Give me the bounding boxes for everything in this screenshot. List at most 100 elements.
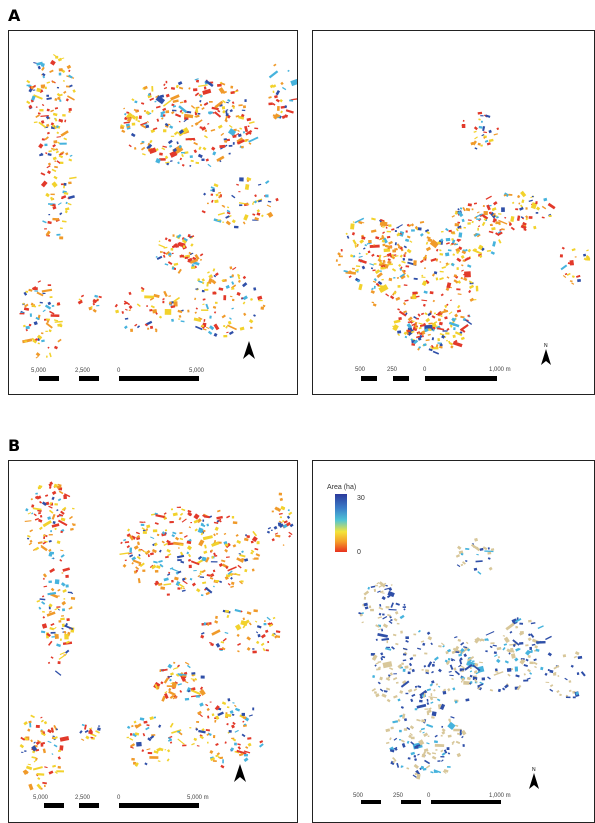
map-patch [195, 588, 201, 593]
map-patch [125, 308, 128, 311]
map-patch [42, 75, 46, 79]
map-patch [155, 148, 159, 152]
north-arrow-icon [243, 341, 255, 359]
map-patch [397, 663, 403, 669]
map-patch [388, 240, 393, 245]
map-patch [456, 250, 460, 255]
map-patch [162, 251, 167, 255]
map-patch [152, 308, 158, 314]
map-patch [451, 740, 455, 744]
map-patch [481, 134, 485, 137]
map-patch [225, 565, 229, 570]
map-patch [144, 295, 155, 299]
map-patch [55, 148, 59, 151]
map-patch [236, 539, 242, 544]
map-patch [194, 677, 198, 681]
map-patch [154, 328, 158, 331]
map-patch [482, 205, 485, 208]
map-patch [165, 93, 170, 98]
map-patch [63, 598, 66, 600]
map-patch [423, 748, 429, 753]
map-patch [195, 695, 200, 698]
map-patch [47, 284, 52, 286]
map-patch [388, 277, 393, 282]
map-patch [405, 238, 410, 242]
map-patch [494, 670, 499, 673]
map-patch [49, 481, 54, 486]
map-patch [172, 512, 178, 517]
map-patch [405, 230, 408, 233]
map-patch [465, 560, 468, 563]
map-patch [176, 554, 185, 559]
map-patch [223, 325, 226, 328]
map-patch [458, 232, 463, 238]
map-patch [41, 103, 45, 107]
map-patch [510, 226, 515, 231]
map-patch [27, 728, 31, 732]
map-patch [214, 580, 219, 583]
map-patch [245, 746, 249, 749]
map-patch [190, 689, 201, 696]
map-patch [147, 737, 152, 742]
map-patch [62, 608, 66, 612]
map-patch [278, 512, 283, 515]
map-patch [254, 194, 257, 198]
map-patch [190, 560, 200, 566]
map-patch [179, 512, 184, 516]
map-patch [143, 85, 148, 90]
map-patch [398, 263, 402, 267]
map-patch [474, 233, 478, 237]
map-patch [23, 721, 28, 726]
map-patch [174, 666, 179, 670]
map-patch [132, 732, 138, 738]
map-patch [231, 274, 235, 278]
map-patch [232, 298, 235, 302]
map-patch [225, 215, 230, 219]
map-patch [120, 124, 125, 128]
map-patch [164, 122, 169, 127]
map-patch [566, 272, 571, 276]
map-patch [179, 543, 184, 546]
map-patch [178, 314, 182, 318]
map-patch [370, 290, 375, 294]
map-patch [159, 563, 164, 568]
map-patch [34, 290, 39, 292]
map-patch [215, 754, 219, 758]
map-patch [395, 602, 400, 606]
map-patch [370, 267, 374, 270]
map-patch [65, 85, 71, 88]
map-patch [378, 612, 382, 616]
map-patch [418, 322, 423, 325]
map-patch [488, 211, 492, 215]
map-patch [378, 606, 384, 611]
map-patch [448, 321, 460, 328]
map-patch [266, 616, 271, 621]
map-patch [438, 645, 442, 648]
map-patch [171, 110, 175, 115]
map-patch [149, 325, 154, 329]
map-patch [225, 609, 229, 613]
map-patch [172, 234, 175, 237]
map-patch [395, 247, 399, 251]
map-patch [243, 750, 251, 754]
map-patch [451, 239, 456, 244]
scale-label-3: 1,000 m [489, 793, 511, 799]
map-patch [378, 284, 389, 293]
map-patch [35, 352, 41, 357]
map-patch [413, 763, 419, 769]
map-patch [460, 277, 464, 280]
map-patch [426, 698, 429, 702]
map-patch [164, 155, 169, 160]
map-patch [388, 608, 397, 611]
map-patch [171, 729, 182, 734]
map-patch [213, 323, 220, 331]
map-patch [447, 249, 452, 252]
map-patch [455, 227, 459, 232]
map-patch [207, 271, 210, 274]
map-patch [36, 783, 42, 790]
map-patch [155, 95, 166, 105]
map-patch [40, 172, 46, 176]
map-patch [152, 127, 158, 131]
map-patch [506, 648, 512, 654]
map-patch [265, 629, 269, 633]
